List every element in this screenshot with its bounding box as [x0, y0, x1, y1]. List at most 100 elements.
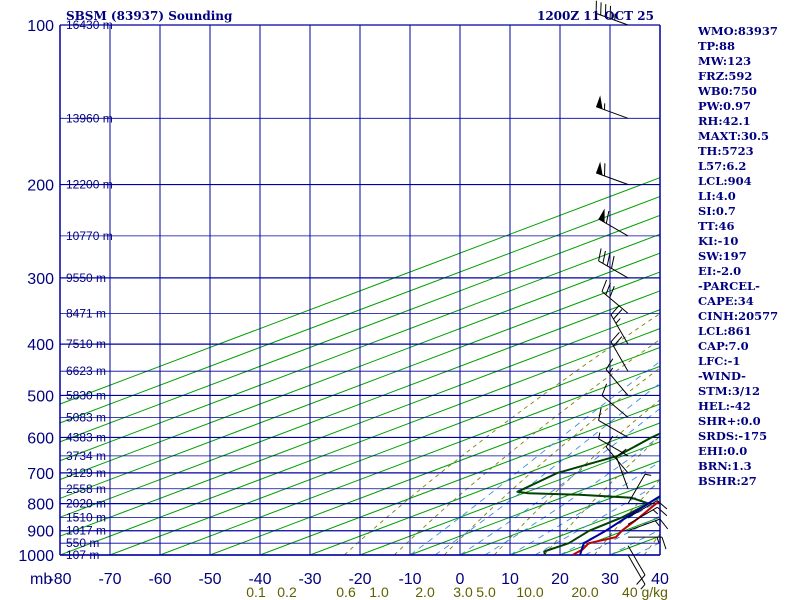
wind-barb-flag — [596, 95, 603, 110]
wind-barb — [627, 554, 646, 590]
wind-barbs — [595, 0, 669, 590]
index-value: WMO:83937 — [697, 24, 778, 38]
wind-barb-feather — [601, 279, 608, 292]
index-value: SW:197 — [698, 249, 747, 263]
index-value: EI:-2.0 — [698, 264, 741, 278]
wind-barb — [598, 432, 629, 457]
height-label: 10770 m — [66, 229, 113, 243]
wind-barb-feather — [605, 210, 610, 224]
temperature-tick-label: -60 — [148, 571, 171, 588]
wind-barb-staff — [598, 260, 629, 279]
wind-barb-staff — [598, 438, 629, 457]
wind-barb-staff — [627, 554, 646, 585]
wind-barb-feather — [657, 506, 668, 517]
temperature-tick-label: -30 — [298, 571, 321, 588]
pressure-unit-label: mb — [30, 571, 52, 588]
isotherm-line — [109, 346, 660, 555]
parcel-curve — [579, 495, 660, 555]
mixing-ratio-label: 1.0 — [369, 584, 389, 600]
wind-barb — [595, 161, 629, 185]
wind-barb — [627, 545, 646, 585]
moist-adiabat-line — [534, 482, 660, 555]
profile-curves — [516, 432, 660, 555]
isotherm-line — [60, 328, 660, 555]
height-label: 2558 m — [66, 482, 106, 496]
temperature-curve — [572, 500, 660, 555]
wind-barb-staff — [627, 506, 658, 525]
isotherm-line — [60, 177, 660, 405]
temperature-tick-label: -50 — [198, 571, 221, 588]
temperature-tick-label: 0 — [456, 571, 465, 588]
wind-barb — [605, 358, 629, 396]
height-label: 2020 m — [66, 497, 106, 511]
temperature-tick-label: -40 — [248, 571, 271, 588]
wind-barb-feather — [610, 331, 620, 343]
mixing-ratio-label: 20.0 — [571, 584, 598, 600]
wind-barb-feather — [657, 500, 668, 510]
wind-barb — [605, 435, 629, 474]
pressure-tick-label: 300 — [27, 271, 54, 288]
index-value: L57:6.2 — [698, 159, 746, 173]
wind-barb-feather — [609, 286, 615, 299]
mixing-ratio-label: 10.0 — [516, 584, 543, 600]
wind-barb-feather — [605, 282, 611, 295]
moist-adiabat-line — [584, 515, 660, 555]
wind-barb-half-feather — [640, 584, 646, 590]
wind-barb — [627, 473, 652, 504]
wind-barb-staff — [610, 341, 629, 372]
index-value: LCL:861 — [698, 324, 752, 338]
index-value: CINH:20577 — [698, 309, 778, 323]
isotherm-line — [60, 214, 660, 443]
temperature-tick-label: 40 — [651, 571, 669, 588]
wind-barb — [595, 0, 629, 26]
wind-barb — [598, 407, 629, 438]
pressure-tick-label: 500 — [27, 388, 54, 405]
wind-barb — [601, 279, 629, 314]
wind-barb-staff — [601, 395, 629, 418]
wind-barb — [627, 500, 668, 519]
index-value: HEL:-42 — [698, 399, 751, 413]
index-value: CAPE:34 — [698, 294, 754, 308]
wind-barb-feather — [610, 304, 620, 316]
pressure-tick-label: 900 — [27, 524, 54, 541]
isotherm-line — [359, 441, 660, 555]
temperature-tick-label: 20 — [551, 571, 569, 588]
wind-barb-flag — [596, 161, 603, 176]
wind-barb — [601, 383, 629, 418]
index-value: SI:0.7 — [698, 204, 736, 218]
index-value: -PARCEL- — [698, 279, 760, 293]
index-value: LCL:904 — [698, 174, 752, 188]
index-value: STM:3/12 — [698, 384, 760, 398]
index-value: TH:5723 — [698, 144, 754, 158]
mixing-ratio-label: 0.1 — [246, 584, 266, 600]
temperature-tick-label: 10 — [501, 571, 519, 588]
index-value: MAXT:30.5 — [698, 129, 769, 143]
index-value: TP:88 — [698, 39, 735, 53]
height-label: 4383 m — [66, 430, 106, 444]
height-label: 3129 m — [66, 466, 106, 480]
height-label: 6623 m — [66, 364, 106, 378]
mixing-ratio-label: 5.0 — [476, 584, 496, 600]
temperature-tick-label: -20 — [348, 571, 371, 588]
wind-barb-feather — [636, 574, 646, 585]
wind-barb-feather — [605, 435, 614, 448]
pressure-tick-label: 600 — [27, 430, 54, 447]
wind-barb — [627, 506, 668, 525]
index-value: PW:0.97 — [698, 99, 751, 113]
pressure-tick-label: 400 — [27, 337, 54, 354]
height-label: 12200 m — [66, 178, 113, 192]
wind-barb-staff — [605, 446, 629, 474]
index-value: SHR+:0.0 — [698, 414, 761, 428]
mixing-ratio-label: 0.6 — [336, 584, 356, 600]
wind-barb-half-feather — [652, 509, 659, 515]
isotherm-line — [60, 309, 660, 537]
wind-barb-staff — [627, 473, 646, 504]
mixing-ratio-label: 3.0 — [453, 584, 473, 600]
wind-barb-staff — [610, 314, 629, 345]
wind-barb — [610, 331, 629, 372]
index-value: FRZ:592 — [698, 69, 752, 83]
height-label: 7510 m — [66, 337, 106, 351]
wind-barb-flag — [598, 208, 605, 223]
wind-barb-feather — [606, 253, 611, 267]
dewpoint-curve — [516, 432, 660, 555]
